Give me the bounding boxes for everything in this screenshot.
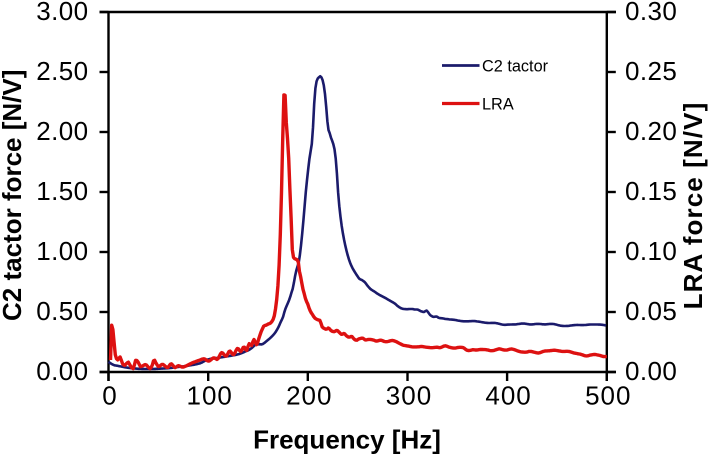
- svg-text:200: 200: [286, 381, 332, 411]
- svg-text:1.00: 1.00: [36, 236, 88, 266]
- svg-text:3.00: 3.00: [36, 0, 88, 26]
- svg-text:0.10: 0.10: [625, 236, 677, 266]
- svg-text:LRA: LRA: [482, 96, 514, 114]
- svg-text:100: 100: [187, 381, 233, 411]
- svg-text:0.25: 0.25: [625, 56, 677, 86]
- svg-text:400: 400: [485, 381, 531, 411]
- svg-text:0.50: 0.50: [36, 296, 88, 326]
- svg-text:2.50: 2.50: [36, 56, 88, 86]
- svg-text:0: 0: [102, 381, 117, 411]
- svg-text:0.00: 0.00: [625, 356, 677, 386]
- svg-text:C2 tactor: C2 tactor: [482, 58, 549, 76]
- svg-text:0.00: 0.00: [36, 356, 88, 386]
- svg-text:C2 tactor force [N/V]: C2 tactor force [N/V]: [0, 70, 27, 321]
- svg-text:LRA force [N/V]: LRA force [N/V]: [678, 102, 708, 310]
- svg-text:0.20: 0.20: [625, 116, 677, 146]
- svg-text:0.15: 0.15: [625, 176, 677, 206]
- svg-text:2.00: 2.00: [36, 116, 88, 146]
- svg-text:1.50: 1.50: [36, 176, 88, 206]
- svg-text:300: 300: [386, 381, 432, 411]
- svg-text:0.05: 0.05: [625, 296, 677, 326]
- svg-text:0.30: 0.30: [625, 0, 677, 26]
- svg-text:Frequency [Hz]: Frequency [Hz]: [253, 425, 441, 455]
- svg-text:500: 500: [585, 381, 631, 411]
